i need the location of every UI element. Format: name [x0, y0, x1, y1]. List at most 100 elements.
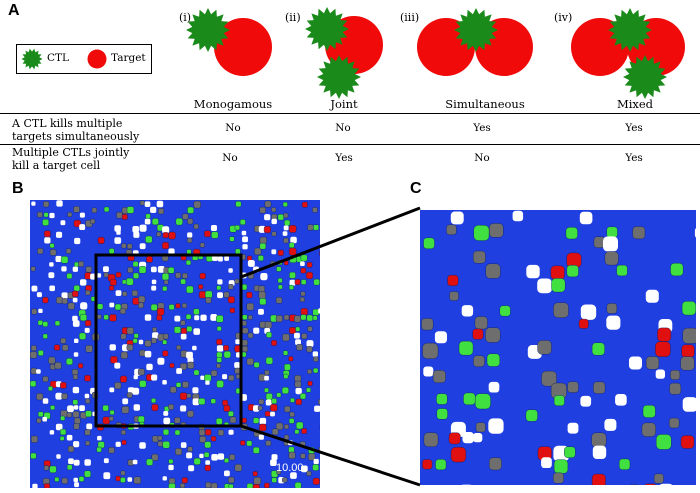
dead-cell [90, 218, 96, 224]
target-cell [210, 436, 217, 442]
ctl-cell [203, 452, 210, 458]
ctl-cell [151, 398, 157, 404]
dead-cell [84, 429, 91, 436]
empty-space [258, 308, 264, 315]
empty-space [606, 315, 621, 330]
dead-cell [151, 453, 159, 461]
ctl-cell [132, 261, 139, 268]
ctl-cell [60, 256, 69, 264]
empty-space [580, 304, 597, 320]
ctl-cell [121, 279, 127, 285]
dead-cell [283, 440, 289, 446]
ctl-cell [525, 409, 538, 422]
empty-space [199, 453, 204, 458]
dead-cell [199, 435, 207, 443]
ctl-cell [271, 477, 277, 483]
dead-cell [61, 298, 68, 305]
dead-cell [37, 248, 44, 255]
target-cell [162, 232, 169, 239]
target-cell [109, 314, 117, 322]
ctl-cell [265, 357, 273, 365]
target-cell [179, 392, 188, 400]
dead-cell [432, 370, 446, 384]
empty-space [79, 405, 85, 411]
target-cell [120, 423, 127, 429]
empty-space [450, 211, 464, 225]
dead-cell [121, 406, 130, 414]
ctl-cell [313, 224, 319, 231]
dead-cell [156, 231, 162, 237]
target-cell [223, 345, 229, 351]
empty-space [242, 244, 248, 250]
ctl-cell [175, 382, 182, 388]
ctl-cell [283, 373, 289, 379]
empty-space [96, 273, 102, 278]
ctl-cell [300, 254, 308, 262]
target-cell [264, 482, 270, 488]
target-cell [120, 375, 128, 383]
dead-cell [43, 201, 50, 208]
ctl-cell [553, 459, 569, 474]
ctl-cell [216, 326, 222, 332]
dead-cell [67, 212, 73, 218]
ctl-cell [102, 404, 109, 412]
target-cell [312, 477, 320, 485]
dead-cell [198, 423, 205, 431]
empty-space [174, 315, 181, 322]
dead-cell [30, 367, 38, 375]
dead-cell [120, 351, 128, 359]
dead-cell [271, 207, 277, 213]
target-cell [60, 382, 67, 389]
dead-cell [122, 291, 128, 297]
empty-space [694, 228, 696, 238]
ctl-cell [185, 260, 192, 266]
target-cell [591, 473, 606, 485]
ctl-cell [235, 248, 241, 255]
dead-cell [180, 320, 186, 326]
empty-space [222, 374, 228, 380]
empty-space [537, 278, 552, 294]
dead-cell [228, 476, 235, 484]
target-cell [175, 303, 181, 309]
ctl-cell [473, 224, 490, 241]
dead-cell [36, 418, 42, 424]
killing-modes-diagram [186, 7, 685, 99]
ctl-cell [259, 298, 267, 306]
empty-space [216, 345, 224, 352]
ctl-cell [205, 254, 214, 262]
dead-cell [282, 477, 288, 483]
ctl-cell [299, 393, 307, 400]
empty-space [73, 441, 80, 448]
empty-space [72, 320, 80, 327]
ctl-cell [606, 226, 618, 238]
row-2-cell-2: Yes [335, 152, 353, 164]
dead-cell [591, 432, 607, 448]
empty-space [84, 327, 90, 333]
target-cell [234, 345, 242, 353]
dead-cell [537, 340, 552, 355]
row-1-cell-2: No [335, 122, 351, 134]
target-cell [102, 416, 110, 425]
empty-space [462, 432, 474, 444]
dead-cell [229, 454, 236, 461]
dead-cell [114, 382, 122, 390]
dead-cell [65, 248, 72, 254]
dead-cell [680, 356, 695, 371]
empty-space [186, 452, 193, 459]
dead-cell [541, 370, 557, 387]
target-cell [252, 471, 258, 477]
empty-space [228, 268, 233, 273]
empty-space [114, 237, 122, 244]
empty-space [80, 279, 87, 286]
dead-cell [85, 398, 91, 404]
ctl-cell-icon [454, 8, 498, 52]
ctl-cell [618, 458, 631, 470]
dead-cell [258, 398, 265, 405]
target-cell [294, 279, 301, 286]
target-cell [85, 320, 92, 327]
ctl-cell [193, 457, 201, 465]
ctl-cell [150, 303, 158, 311]
target-cell [44, 483, 50, 488]
ctl-cell-icon [317, 55, 361, 99]
dead-cell [283, 314, 290, 321]
